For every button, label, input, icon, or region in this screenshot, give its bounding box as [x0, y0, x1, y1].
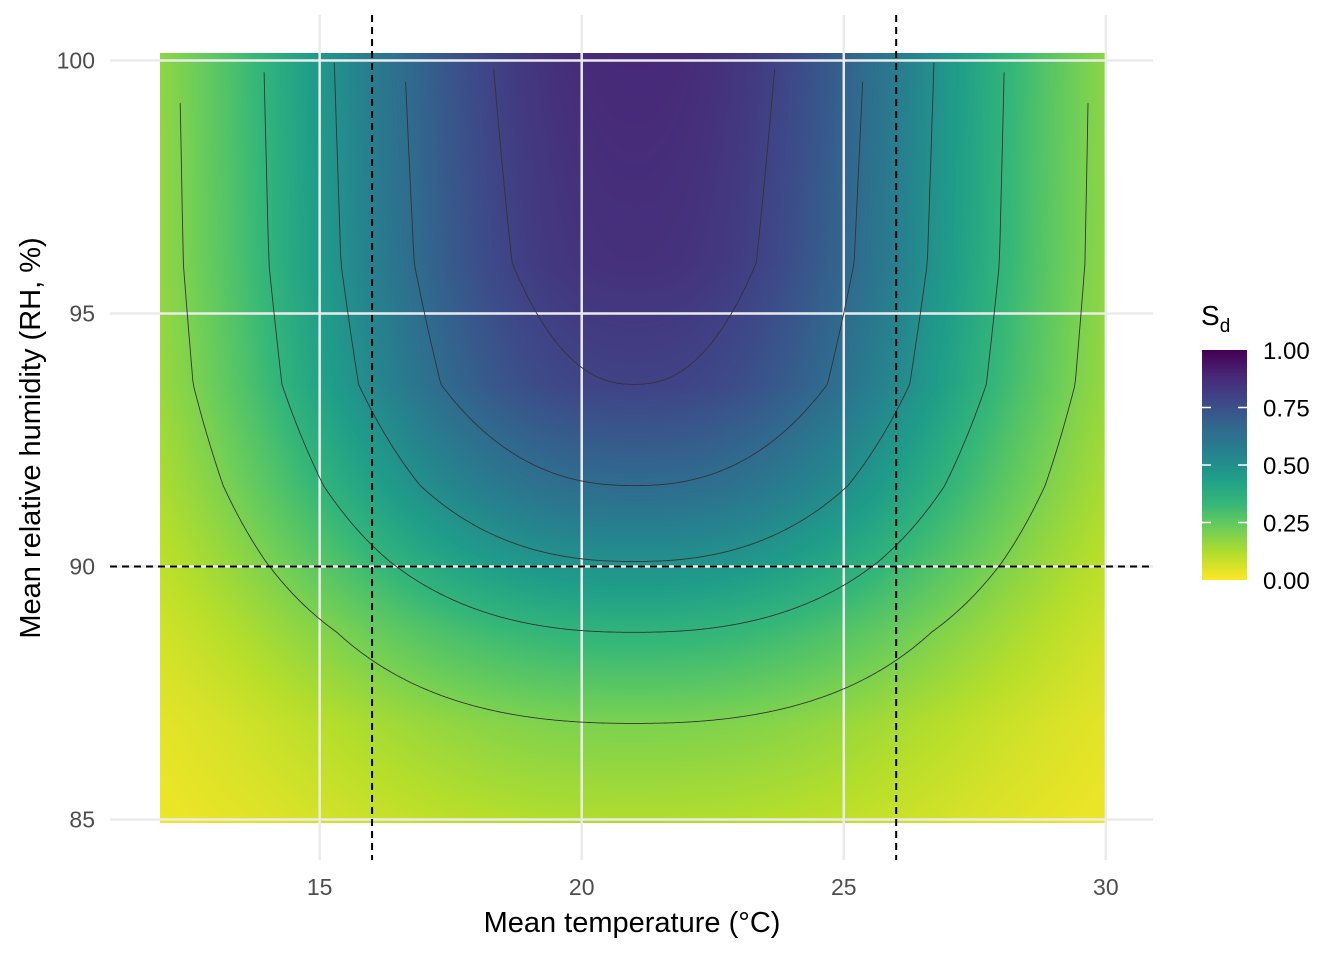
x-ticks: 15 20 25 30 [307, 874, 1119, 900]
gridlines [110, 15, 1153, 860]
y-tick-label: 90 [69, 554, 95, 580]
contour-line [263, 72, 1005, 633]
x-tick-label: 25 [831, 874, 857, 900]
contours [179, 62, 1089, 724]
legend-tick-label: 0.50 [1263, 453, 1310, 480]
legend-tick-label: 1.00 [1263, 338, 1310, 365]
legend-title: Sd [1201, 300, 1230, 337]
legend-tick-label: 0.25 [1263, 511, 1310, 538]
contour-line [405, 81, 864, 487]
y-ticks: 85 90 95 100 [57, 48, 95, 833]
heatmap-raster [159, 53, 1107, 824]
y-axis-title: Mean relative humidity (RH, %) [15, 237, 47, 638]
x-tick-label: 15 [307, 874, 333, 900]
y-tick-label: 85 [69, 807, 95, 833]
reference-lines [110, 15, 1153, 860]
contour-line [333, 62, 935, 562]
y-tick-label: 100 [57, 48, 95, 74]
legend: Sd 0.00 0.25 0.50 0.75 1.00 [1201, 300, 1310, 595]
y-tick-label: 95 [69, 301, 95, 327]
contour-line [179, 103, 1089, 724]
x-tick-label: 30 [1093, 874, 1119, 900]
legend-tick-label: 0.00 [1263, 568, 1310, 595]
contour-line [493, 69, 776, 385]
x-axis-title: Mean temperature (°C) [484, 907, 781, 939]
legend-tick-label: 0.75 [1263, 396, 1310, 423]
x-tick-label: 20 [569, 874, 595, 900]
